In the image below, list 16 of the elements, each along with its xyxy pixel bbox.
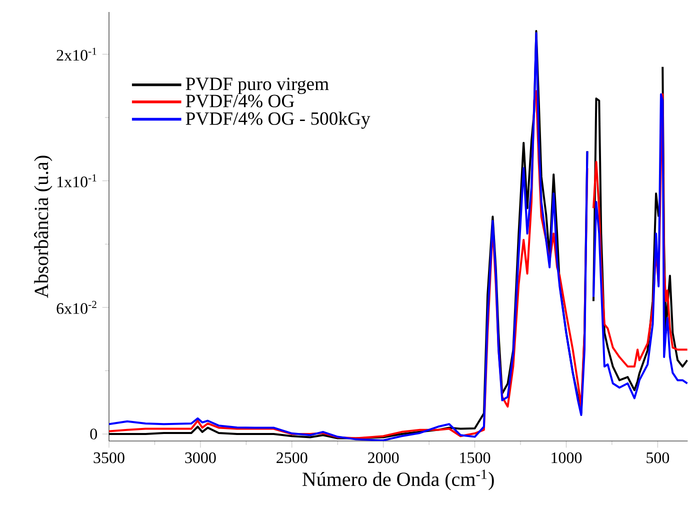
x-tick-label: 2000 <box>368 452 399 464</box>
y-tick-label: 6x10$^{-2}$ <box>56 300 96 314</box>
x-tick-label: 1500 <box>460 452 490 464</box>
x-tick-label: 3500 <box>94 452 124 464</box>
y-tick-label: 1x10$^{-1}$ <box>57 174 96 188</box>
x-tick-label: 1000 <box>552 452 582 464</box>
x-axis-title: Número de Onda (cm$^{-1}$) <box>302 470 494 490</box>
y-tick-label: 0 <box>90 428 97 440</box>
y-axis-title: Absorbância (u.a) <box>34 156 52 298</box>
x-tick-label: 500 <box>646 452 670 464</box>
legend-label: PVDF/4% OG <box>186 94 294 108</box>
legend-label: PVDF/4% OG - 500kGy <box>186 112 370 129</box>
x-tick-label: 3000 <box>185 452 216 464</box>
y-tick-label: 2x10$^{-1}$ <box>56 48 96 61</box>
x-tick-label: 2500 <box>276 452 308 464</box>
legend-label: PVDF puro virgem <box>186 78 329 94</box>
